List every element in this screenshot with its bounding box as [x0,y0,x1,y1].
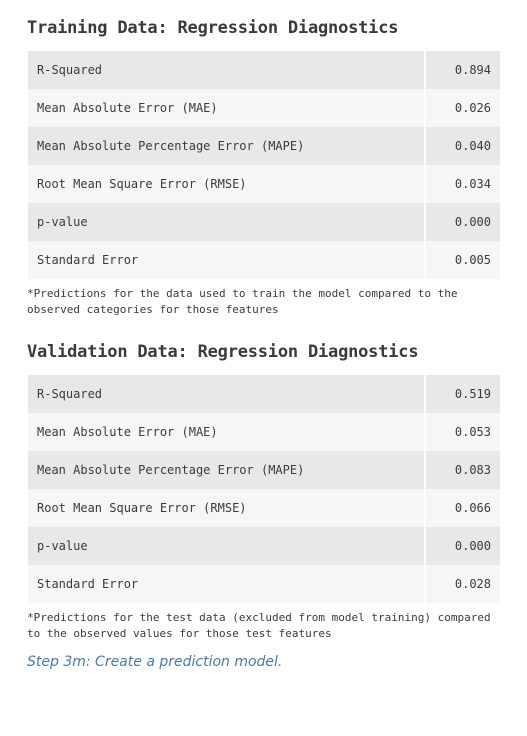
metric-value: 0.000 [424,203,500,241]
metric-label: p-value [28,527,425,565]
metric-value: 0.519 [424,375,500,413]
validation-section-title: Validation Data: Regression Diagnostics [27,342,419,362]
metric-value: 0.005 [424,241,500,279]
table-row: Mean Absolute Error (MAE) 0.053 [28,413,500,451]
step-caption: Step 3m: Create a prediction model. [27,654,283,670]
metric-label: R-Squared [28,375,425,413]
metric-value: 0.040 [424,127,500,165]
metric-label: Standard Error [28,565,425,603]
metric-label: Mean Absolute Percentage Error (MAPE) [28,451,425,489]
metric-label: Standard Error [28,241,425,279]
validation-diagnostics-table: R-Squared 0.519 Mean Absolute Error (MAE… [28,375,500,603]
metric-label: p-value [28,203,425,241]
metric-label: Mean Absolute Error (MAE) [28,89,425,127]
metric-value: 0.083 [424,451,500,489]
metric-label: Root Mean Square Error (RMSE) [28,489,425,527]
training-diagnostics-table: R-Squared 0.894 Mean Absolute Error (MAE… [28,51,500,279]
table-row: p-value 0.000 [28,527,500,565]
metric-label: Mean Absolute Error (MAE) [28,413,425,451]
table-row: R-Squared 0.519 [28,375,500,413]
metric-value: 0.028 [424,565,500,603]
validation-footnote: *Predictions for the test data (excluded… [27,611,491,640]
metric-value: 0.894 [424,51,500,89]
metric-label: R-Squared [28,51,425,89]
metric-value: 0.026 [424,89,500,127]
table-row: Mean Absolute Percentage Error (MAPE) 0.… [28,127,500,165]
table-row: p-value 0.000 [28,203,500,241]
table-row: R-Squared 0.894 [28,51,500,89]
table-row: Standard Error 0.028 [28,565,500,603]
metric-value: 0.066 [424,489,500,527]
metric-value: 0.000 [424,527,500,565]
table-row: Mean Absolute Error (MAE) 0.026 [28,89,500,127]
table-row: Root Mean Square Error (RMSE) 0.034 [28,165,500,203]
table-row: Standard Error 0.005 [28,241,500,279]
training-section-title: Training Data: Regression Diagnostics [27,18,399,38]
table-row: Root Mean Square Error (RMSE) 0.066 [28,489,500,527]
metric-label: Root Mean Square Error (RMSE) [28,165,425,203]
metric-value: 0.034 [424,165,500,203]
training-footnote: *Predictions for the data used to train … [27,287,458,316]
table-row: Mean Absolute Percentage Error (MAPE) 0.… [28,451,500,489]
metric-label: Mean Absolute Percentage Error (MAPE) [28,127,425,165]
metric-value: 0.053 [424,413,500,451]
